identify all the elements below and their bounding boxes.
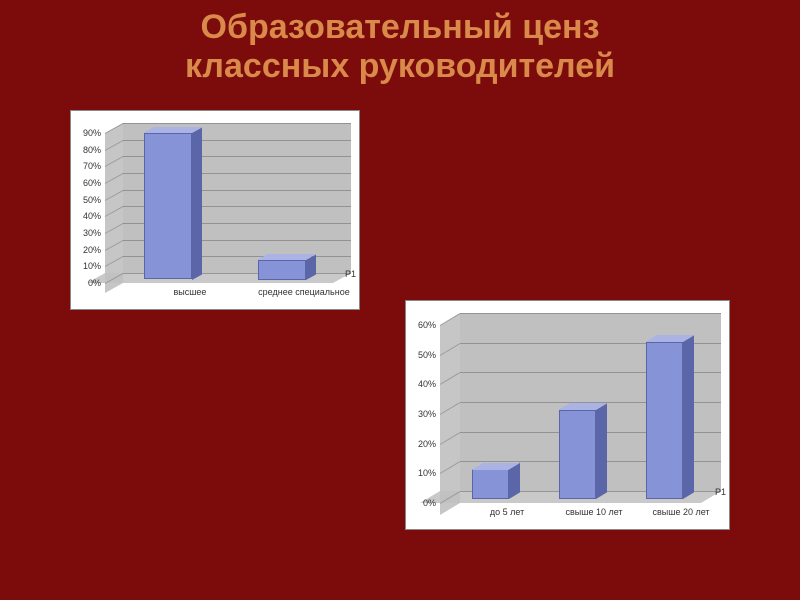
bar-front (472, 469, 509, 499)
series-label: Р1 (345, 269, 356, 279)
y-tick-label: 60% (73, 178, 101, 188)
y-tick-label: 50% (73, 195, 101, 205)
y-tick-label: 0% (73, 278, 101, 288)
y-tick-label: 80% (73, 145, 101, 155)
y-tick-label: 70% (73, 161, 101, 171)
title-line-2: классных руководителей (185, 47, 615, 85)
grid-line (123, 123, 351, 124)
chart-education-level: 0%10%20%30%40%50%60%70%80%90%высшеесредн… (70, 110, 360, 310)
bar-front (258, 260, 306, 280)
slide: Образовательный ценз классных руководите… (0, 0, 800, 600)
slide-title: Образовательный ценз классных руководите… (0, 8, 800, 86)
category-label: среднее специальное (230, 287, 378, 297)
chart-experience-years: 0%10%20%30%40%50%60%до 5 летсвыше 10 лет… (405, 300, 730, 530)
series-label: Р1 (715, 487, 726, 497)
y-tick-label: 30% (408, 409, 436, 419)
y-tick-label: 20% (73, 245, 101, 255)
bar-front (144, 133, 192, 280)
y-tick-label: 20% (408, 439, 436, 449)
category-label: свыше 20 лет (624, 507, 737, 517)
bar-side (683, 335, 694, 499)
y-tick-label: 10% (73, 261, 101, 271)
y-tick-label: 90% (73, 128, 101, 138)
y-tick-label: 40% (73, 211, 101, 221)
y-tick-label: 10% (408, 468, 436, 478)
y-tick-label: 40% (408, 379, 436, 389)
y-tick-label: 30% (73, 228, 101, 238)
y-tick-label: 60% (408, 320, 436, 330)
bar-side (596, 403, 607, 499)
y-tick-label: 50% (408, 350, 436, 360)
bar-side (192, 127, 202, 279)
bar-front (559, 410, 596, 499)
bar-front (646, 342, 683, 499)
title-line-1: Образовательный ценз (201, 8, 600, 46)
grid-line (460, 313, 721, 314)
y-tick-label: 0% (408, 498, 436, 508)
